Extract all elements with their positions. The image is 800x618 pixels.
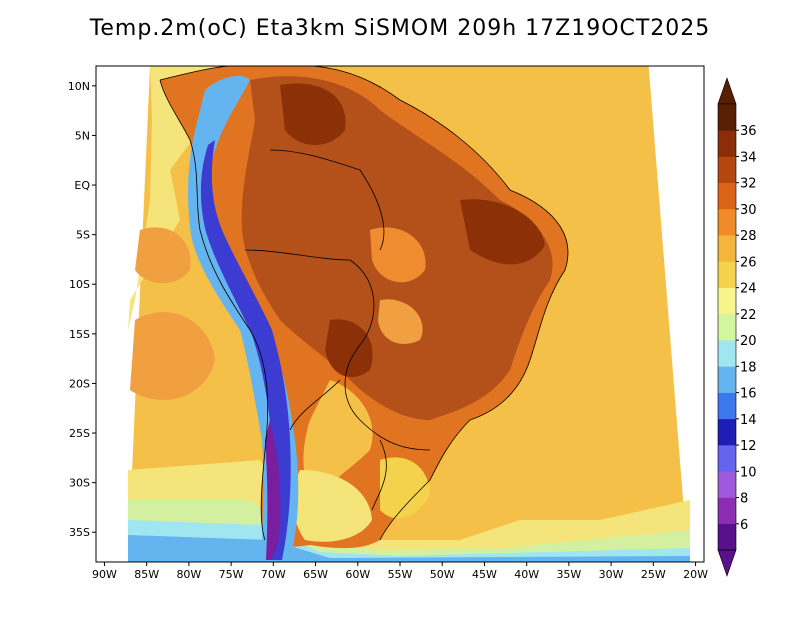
colorbar-arrow-top	[717, 77, 737, 105]
colorbar-segment	[718, 156, 736, 184]
colorbar-label: 18	[740, 360, 757, 375]
interior-light-patch-2	[378, 299, 423, 344]
colorbar-label: 20	[740, 334, 757, 349]
colorbar-segment	[718, 287, 736, 315]
lon-tick-label: 85W	[134, 568, 159, 581]
lat-tick-label: 10S	[69, 278, 90, 291]
colorbar-segment	[718, 445, 736, 472]
colorbar-segment	[718, 235, 736, 262]
lon-tick-label: 30W	[599, 568, 624, 581]
lat-tick-label: 25S	[69, 427, 90, 440]
lon-tick-label: 20W	[683, 568, 708, 581]
colorbar-label: 32	[740, 177, 757, 192]
pacific-warm-patch-2	[135, 227, 191, 284]
colorbar-segment	[718, 497, 736, 525]
andes-coldest	[265, 420, 281, 560]
colorbar-segment	[718, 261, 736, 288]
lon-tick-label: 70W	[261, 568, 286, 581]
lat-tick-label: 10N	[68, 80, 90, 93]
colorbar-label: 30	[740, 203, 757, 218]
lat-tick-label: 5S	[76, 229, 90, 242]
hot-core-2	[460, 199, 545, 265]
lat-tick-label: 20S	[69, 377, 90, 390]
colorbar-segment	[718, 340, 736, 367]
colorbar-segment	[718, 471, 736, 498]
projection-edge-left	[96, 66, 150, 562]
country-borders	[159, 66, 569, 541]
map-title: Temp.2m(oC) Eta3km SiSMOM 209h 17Z19OCT2…	[89, 16, 711, 41]
colorbar-segment	[718, 130, 736, 157]
colorbar-label: 26	[740, 255, 757, 270]
lon-tick-label: 80W	[176, 568, 201, 581]
pampas-mild	[293, 470, 372, 542]
lon-tick-label: 40W	[514, 568, 539, 581]
colorbar-segment	[718, 182, 736, 210]
chaco-mild	[303, 380, 373, 500]
colorbar-label: 36	[740, 124, 757, 139]
lon-tick-label: 45W	[472, 568, 497, 581]
lon-tick-label: 50W	[430, 568, 455, 581]
andes-cold	[200, 140, 291, 560]
colorbar-segment	[718, 104, 736, 131]
lon-tick-label: 90W	[92, 568, 117, 581]
lat-tick-label: 35S	[69, 526, 90, 539]
colorbar-label: 6	[740, 518, 748, 533]
colorbar-arrow-bottom	[717, 549, 737, 577]
colorbar-segment	[718, 208, 736, 236]
colorbar-label: 28	[740, 229, 757, 244]
longitude-axis: 90W 85W 80W 75W 70W 65W 60W 55W 50W 45W 40W 35W 30W 2…	[92, 562, 708, 581]
colorbar-label: 34	[740, 150, 757, 165]
lon-tick-label: 55W	[388, 568, 413, 581]
temperature-field	[96, 66, 704, 562]
latitude-axis: 10N 5N EQ 5S 10S 15S 20S 25S 30S 35S	[68, 80, 96, 539]
lon-tick-label: 35W	[556, 568, 581, 581]
colorbar: 6 8 10 12 14 16 18 20 22 24 26 28 30 32 34 36	[717, 77, 757, 577]
lat-tick-label: EQ	[74, 179, 90, 192]
colorbar-label: 16	[740, 387, 757, 402]
colorbar-label: 10	[740, 465, 757, 480]
colorbar-segment	[718, 418, 736, 446]
projection-edge-right	[648, 66, 704, 562]
lon-tick-label: 75W	[219, 568, 244, 581]
hot-core-3	[325, 319, 373, 378]
colorbar-segment	[718, 313, 736, 341]
colorbar-frame	[717, 103, 737, 551]
colorbar-label: 12	[740, 439, 757, 454]
colorbar-segment	[718, 392, 736, 420]
lon-tick-label: 60W	[345, 568, 370, 581]
colorbar-label: 22	[740, 308, 757, 323]
colorbar-label: 8	[740, 492, 748, 507]
colorbar-segment	[718, 366, 736, 393]
colorbar-segment	[718, 523, 736, 551]
lat-tick-label: 5N	[75, 129, 90, 142]
lon-tick-label: 25W	[641, 568, 666, 581]
uruguay-mild	[380, 457, 430, 519]
lat-tick-label: 30S	[69, 477, 90, 490]
lon-tick-label: 65W	[303, 568, 328, 581]
colorbar-label: 24	[740, 282, 757, 297]
colorbar-label: 14	[740, 413, 757, 428]
lat-tick-label: 15S	[69, 328, 90, 341]
hot-core-1	[280, 83, 346, 145]
pacific-warm-patch	[130, 312, 215, 400]
interior-light-patch-1	[370, 227, 426, 283]
